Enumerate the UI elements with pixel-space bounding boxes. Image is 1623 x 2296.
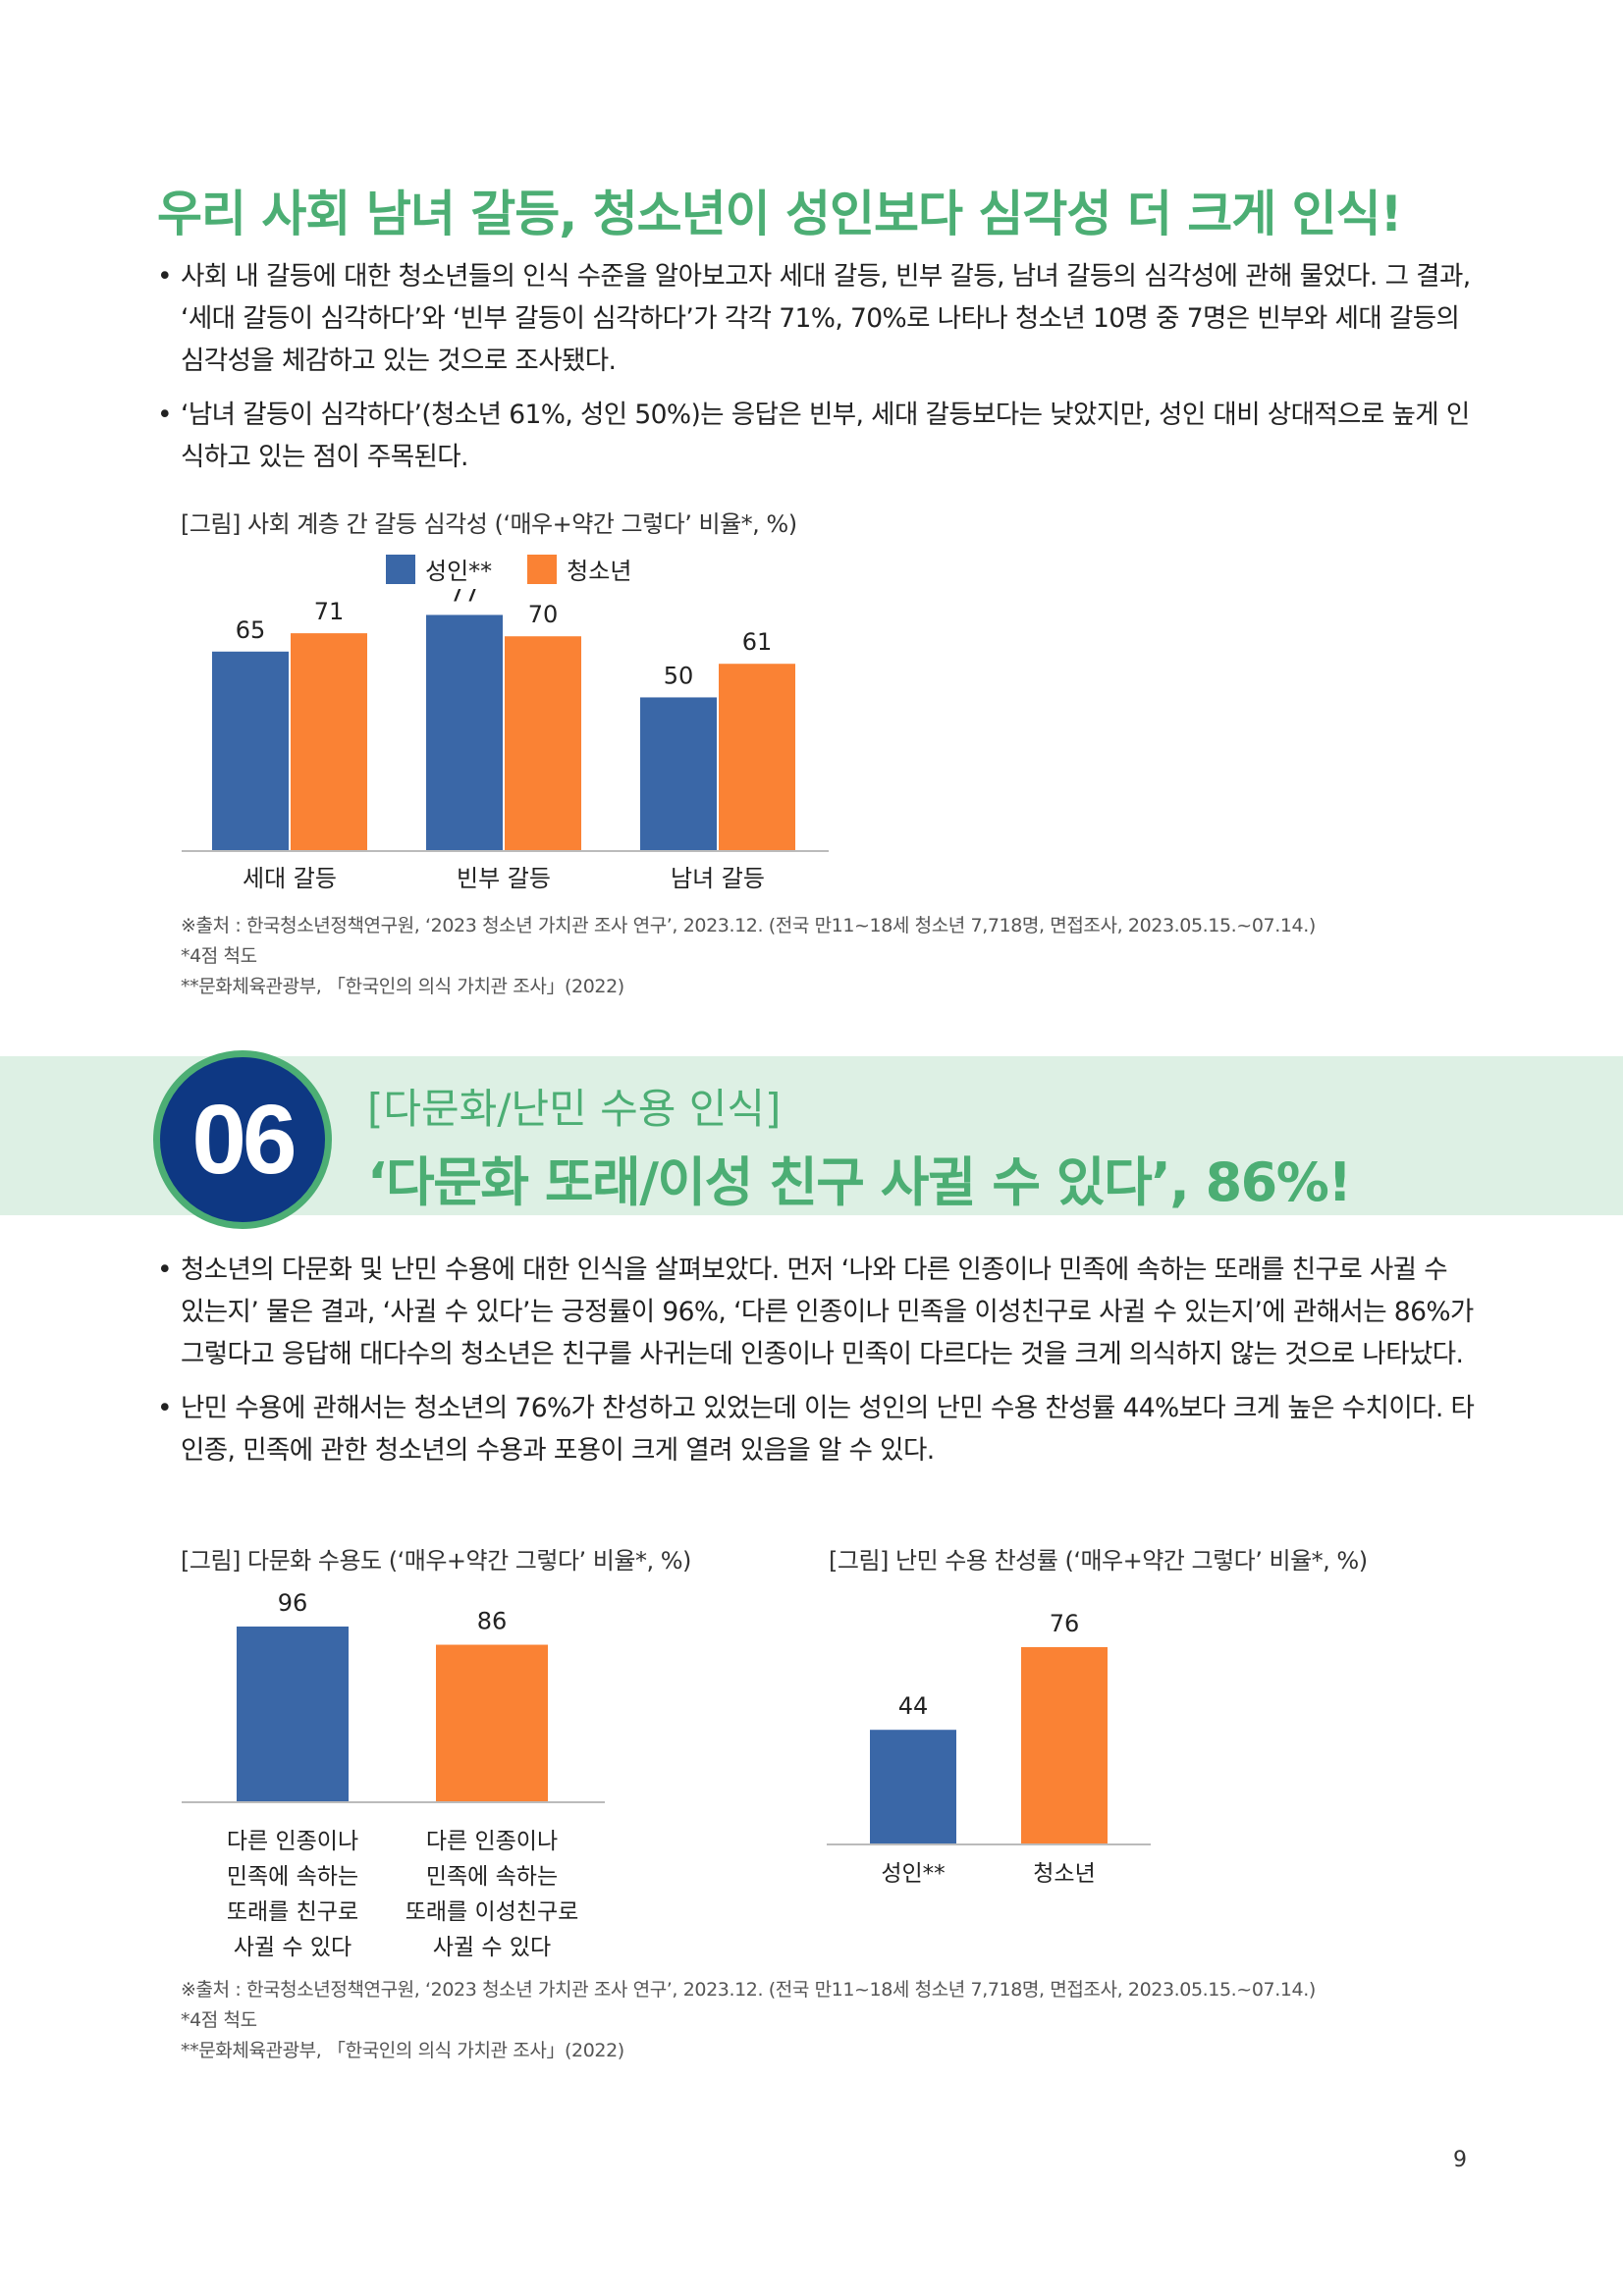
legend-item-adult: 성인** [386, 552, 492, 586]
footnote-adult-source: **문화체육관광부, 「한국인의 의식 가치관 조사」(2022) [181, 976, 624, 997]
figure1-legend: 성인** 청소년 [386, 552, 655, 586]
category-label-2-line-3: 또래를 이성친구로 [406, 1899, 579, 1925]
category-label-2-line-2: 민족에 속하는 [426, 1864, 558, 1890]
section2-footnotes: ※출처 : 한국청소년정책연구원, ‘2023 청소년 가치관 조사 연구’, … [181, 1975, 1316, 2066]
section1-bullet-1: 사회 내 갈등에 대한 청소년들의 인식 수준을 알아보고자 세대 갈등, 빈부… [157, 255, 1478, 382]
footnote-scale: *4점 척도 [181, 945, 257, 967]
section2-bullet-2: 난민 수용에 관해서는 청소년의 76%가 찬성하고 있었는데 이는 성인의 난… [157, 1387, 1478, 1471]
footnote-adult-source-2: **문화체육관광부, 「한국인의 의식 가치관 조사」(2022) [181, 2040, 624, 2061]
legend-swatch-adult [386, 554, 415, 584]
figure1-title: [그림] 사회 계층 간 갈등 심각성 (‘매우+약간 그렇다’ 비율*, %) [181, 510, 797, 538]
category-label-2-line-1: 다른 인종이나 [426, 1829, 558, 1854]
section1-headline: 우리 사회 남녀 갈등, 청소년이 성인보다 심각성 더 크게 인식! [157, 186, 1402, 242]
footnote-scale-2: *4점 척도 [181, 2009, 257, 2031]
section-number-badge: 06 [153, 1050, 332, 1229]
data-label-adult-2: 77 [450, 589, 480, 607]
data-label-1: 44 [898, 1692, 929, 1720]
figure2-title: [그림] 다문화 수용도 (‘매우+약간 그렇다’ 비율*, %) [181, 1547, 691, 1575]
section2-bullets: 청소년의 다문화 및 난민 수용에 대한 인식을 살펴보았다. 먼저 ‘나와 다… [157, 1249, 1478, 1483]
data-label-youth-3: 61 [742, 628, 773, 656]
category-label-2: 청소년 [1033, 1861, 1095, 1887]
bar-adult-3 [640, 697, 717, 850]
data-label-adult-3: 50 [664, 662, 694, 689]
category-label-2: 빈부 갈등 [457, 865, 551, 892]
category-label-3: 남녀 갈등 [671, 865, 765, 892]
category-label-1-line-4: 사귈 수 있다 [234, 1935, 352, 1960]
legend-label-adult: 성인** [425, 558, 493, 585]
data-label-1: 96 [278, 1589, 308, 1617]
legend-label-youth: 청소년 [567, 558, 632, 585]
bar-1 [237, 1627, 349, 1801]
category-label-1-line-3: 또래를 친구로 [227, 1899, 358, 1925]
bar-2 [1021, 1647, 1108, 1843]
page-number: 9 [1453, 2148, 1467, 2172]
bar-youth-2 [505, 636, 581, 850]
bar-adult-1 [212, 651, 289, 850]
bar-youth-1 [291, 633, 367, 850]
figure3-title: [그림] 난민 수용 찬성률 (‘매우+약간 그렇다’ 비율*, %) [829, 1547, 1368, 1575]
category-label-1: 성인** [881, 1861, 945, 1887]
data-label-2: 76 [1050, 1610, 1080, 1637]
footnote-source-2: ※출처 : 한국청소년정책연구원, ‘2023 청소년 가치관 조사 연구’, … [181, 1979, 1316, 2001]
bar-1 [870, 1730, 956, 1843]
bar-adult-2 [426, 614, 503, 850]
chart-refugee-acceptance: 44 성인** 76 청소년 [827, 1610, 1151, 1887]
bar-2 [436, 1644, 548, 1801]
section2-subtitle: [다문화/난민 수용 인식] [367, 1085, 782, 1133]
data-label-adult-1: 65 [236, 616, 266, 644]
section2-bullet-1: 청소년의 다문화 및 난민 수용에 대한 인식을 살펴보았다. 먼저 ‘나와 다… [157, 1249, 1478, 1375]
category-label-1: 세대 갈등 [243, 865, 337, 892]
category-label-2-line-4: 사귈 수 있다 [433, 1935, 551, 1960]
data-label-youth-2: 70 [528, 601, 559, 628]
footnote-source: ※출처 : 한국청소년정책연구원, ‘2023 청소년 가치관 조사 연구’, … [181, 915, 1316, 936]
data-label-2: 86 [477, 1608, 508, 1635]
category-label-1-line-1: 다른 인종이나 [227, 1829, 358, 1854]
legend-swatch-youth [527, 554, 558, 584]
bar-youth-3 [719, 664, 795, 850]
data-label-youth-1: 71 [314, 598, 345, 625]
section1-bullets: 사회 내 갈등에 대한 청소년들의 인식 수준을 알아보고자 세대 갈등, 빈부… [157, 255, 1478, 490]
chart-social-conflict: 65 71 세대 갈등 77 70 빈부 갈등 50 61 남녀 갈등 [182, 589, 829, 892]
category-label-1-line-2: 민족에 속하는 [227, 1864, 358, 1890]
section2-title: ‘다문화 또래/이성 친구 사귈 수 있다’, 86%! [367, 1151, 1352, 1213]
section1-bullet-2: ‘남녀 갈등이 심각하다’(청소년 61%, 성인 50%)는 응답은 빈부, … [157, 394, 1478, 478]
legend-item-youth: 청소년 [527, 552, 631, 586]
section1-footnotes: ※출처 : 한국청소년정책연구원, ‘2023 청소년 가치관 조사 연구’, … [181, 911, 1316, 1002]
